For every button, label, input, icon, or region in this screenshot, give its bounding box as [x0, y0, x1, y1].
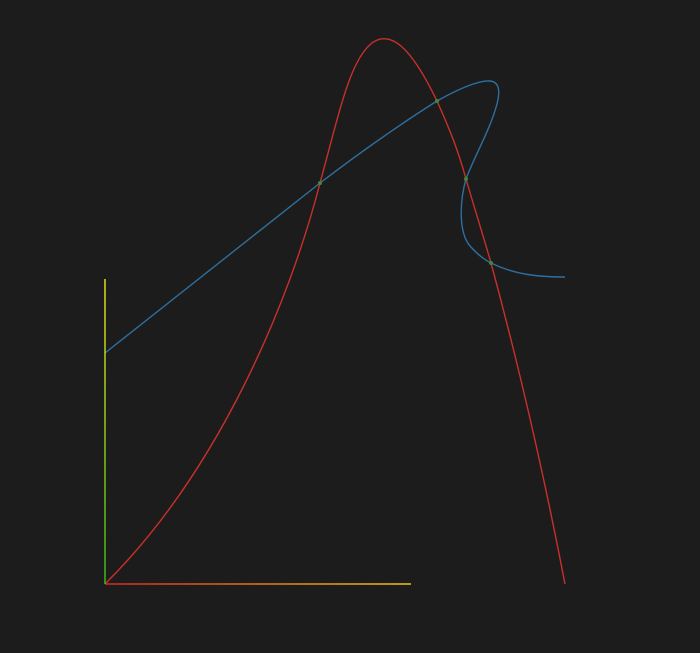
intersection-point [435, 99, 439, 103]
blue-curve [104, 80, 566, 354]
intersection-point [318, 181, 322, 185]
intersection-point [489, 261, 493, 265]
red-curve [104, 38, 566, 585]
intersection-point [464, 177, 468, 181]
